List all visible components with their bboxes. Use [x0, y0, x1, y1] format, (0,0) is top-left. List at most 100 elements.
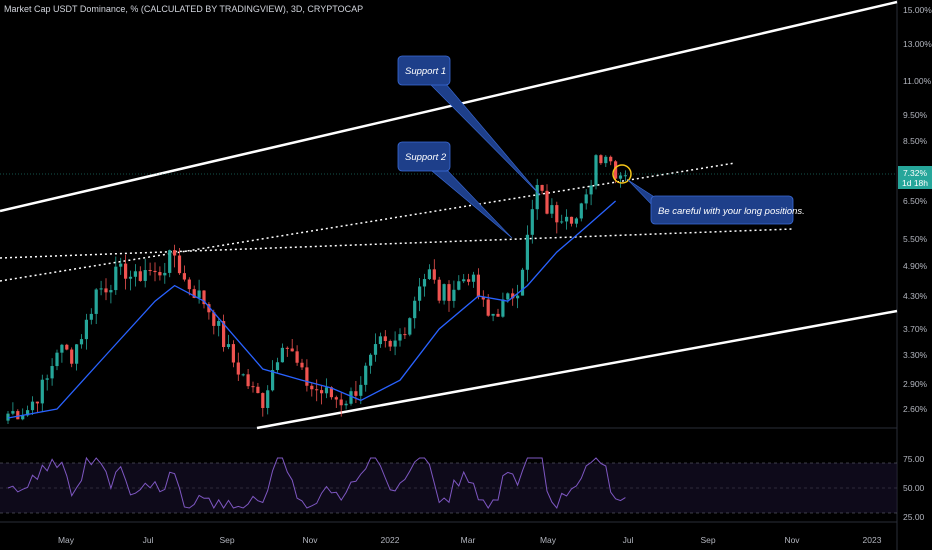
- y-tick-label: 4.90%: [903, 261, 928, 271]
- candle-body: [359, 384, 363, 396]
- candle-body: [413, 300, 417, 319]
- candle-body: [295, 351, 299, 363]
- candle-body: [467, 279, 471, 282]
- candle-body: [290, 348, 294, 352]
- candle-body: [569, 216, 574, 224]
- candle-body: [6, 413, 10, 421]
- candle-body: [520, 269, 525, 296]
- candle-body: [50, 366, 54, 379]
- support-1-callout[interactable]: Support 1: [397, 55, 541, 196]
- candle-body: [251, 386, 255, 388]
- candle-body: [364, 365, 368, 385]
- highlight-circle: [612, 164, 632, 184]
- candle-body: [222, 321, 226, 348]
- candle-body: [501, 299, 505, 317]
- candle-body: [168, 250, 172, 273]
- candle-body: [550, 205, 554, 214]
- support-1-line[interactable]: [0, 162, 736, 282]
- y-tick-label: 2.90%: [903, 379, 928, 389]
- x-tick-label: Sep: [700, 535, 715, 545]
- candle-body: [516, 295, 520, 299]
- candle-body: [393, 340, 397, 347]
- price-badge-timer: 1d 18h: [902, 178, 928, 188]
- candle-body: [75, 344, 79, 364]
- candle-body: [452, 289, 456, 301]
- warning-text: Be careful with your long positions.: [658, 206, 805, 217]
- candle-body: [545, 190, 549, 214]
- candle-body: [26, 410, 30, 416]
- candle-body: [614, 161, 618, 179]
- y-tick-label: 9.50%: [903, 110, 928, 120]
- candle-body: [177, 255, 182, 274]
- candle-body: [148, 270, 152, 272]
- candle-body: [202, 290, 206, 305]
- candle-body: [40, 379, 44, 404]
- candle-body: [574, 218, 578, 224]
- candle-body: [618, 175, 623, 179]
- price-axis[interactable]: 15.00%13.00%11.00%9.50%8.50%7.50%6.50%5.…: [903, 5, 932, 414]
- candle-body: [427, 269, 431, 280]
- candle-body: [383, 336, 387, 341]
- candle-body: [173, 250, 177, 256]
- candle-body: [354, 391, 358, 396]
- support-2-pointer: [431, 170, 513, 239]
- warning-callout[interactable]: Be careful with your long positions.: [627, 179, 805, 225]
- support-2-box: [397, 141, 451, 172]
- candle-body: [128, 276, 133, 279]
- x-tick-label: 2023: [863, 535, 882, 545]
- candle-body: [378, 336, 382, 345]
- candle-body: [422, 279, 427, 287]
- time-axis[interactable]: May Jul Sep Nov 2022 Mar May Jul Sep Nov 2023: [58, 535, 882, 545]
- candle-body: [300, 362, 304, 368]
- candle-body: [471, 274, 476, 282]
- candle-body: [11, 411, 15, 414]
- candle-body: [207, 304, 211, 313]
- x-tick-label: Sep: [219, 535, 234, 545]
- candle-body: [70, 349, 74, 364]
- candle-body: [65, 344, 69, 350]
- candle-body: [418, 286, 422, 301]
- candle-body: [305, 367, 309, 386]
- candle-body: [104, 288, 108, 293]
- candle-body: [486, 299, 490, 316]
- upper-channel-line[interactable]: [0, 0, 898, 213]
- candle-body: [339, 399, 343, 406]
- candle-body: [496, 313, 500, 317]
- x-tick-label: Nov: [302, 535, 318, 545]
- candle-body: [604, 156, 608, 164]
- candle-body: [285, 347, 289, 349]
- candle-body: [275, 362, 280, 371]
- candle-body: [119, 263, 123, 267]
- y-tick-label: 3.70%: [903, 324, 928, 334]
- candle-body: [329, 387, 333, 398]
- candle-body: [609, 156, 613, 162]
- candle-body: [535, 184, 539, 210]
- lower-channel-line[interactable]: [256, 309, 898, 430]
- support-2-line[interactable]: [0, 228, 793, 259]
- x-tick-label: May: [58, 535, 75, 545]
- candle-body: [408, 318, 412, 335]
- candle-body: [403, 334, 407, 336]
- candle-body: [133, 271, 137, 277]
- candle-body: [584, 194, 588, 204]
- candle-body: [457, 281, 461, 290]
- support-1-box: [397, 55, 451, 86]
- y-tick-label: 13.00%: [903, 39, 932, 49]
- candle-body: [324, 387, 329, 394]
- candle-body: [476, 274, 480, 297]
- candle-body: [163, 272, 167, 276]
- candle-body: [589, 185, 593, 195]
- candle-body: [197, 290, 201, 298]
- candle-body: [114, 266, 118, 291]
- x-tick-label: Jul: [623, 535, 634, 545]
- candle-body: [261, 393, 265, 408]
- support-2-callout[interactable]: Support 2: [397, 141, 513, 239]
- candle-body: [437, 279, 441, 301]
- candle-body: [271, 370, 275, 391]
- y-tick-label: 3.30%: [903, 350, 928, 360]
- candle-body: [30, 401, 35, 411]
- rsi-tick-label: 25.00: [903, 512, 925, 522]
- y-tick-label: 6.50%: [903, 196, 928, 206]
- candle-body: [79, 339, 84, 345]
